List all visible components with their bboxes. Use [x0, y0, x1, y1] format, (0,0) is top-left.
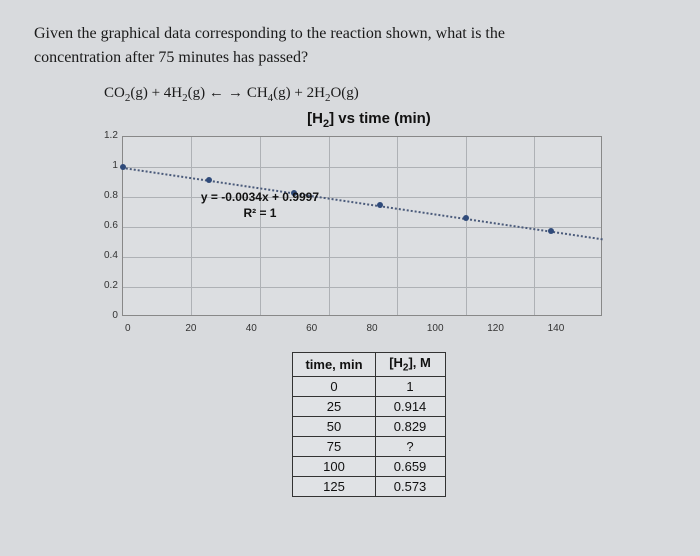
gridline-v: [260, 137, 261, 315]
table-row: 500.829: [293, 416, 445, 436]
cell-time: 100: [293, 456, 375, 476]
header-time: time, min: [293, 353, 375, 377]
chart-title: [H2] vs time (min): [104, 110, 634, 130]
x-tick-label: 100: [427, 323, 487, 334]
data-point: [206, 177, 212, 183]
table-row: 1000.659: [293, 456, 445, 476]
y-tick-label: 1.2: [104, 131, 118, 141]
gridline-v: [191, 137, 192, 315]
x-tick-label: 80: [367, 323, 427, 334]
x-axis-labels: 020406080100120140: [128, 323, 608, 334]
chart-container: [H2] vs time (min) 1.2 1 0.8 0.6 0.4 0.2 0 y =…: [104, 110, 634, 497]
cell-time: 0: [293, 376, 375, 396]
gridline-v: [397, 137, 398, 315]
table-row: 01: [293, 376, 445, 396]
table-header-row: time, min [H2], M: [293, 353, 445, 377]
plot-wrapper: 1.210.80.60.40.20 y = -0.0034x + 0.9997R…: [104, 136, 634, 321]
y-tick-label: 1: [104, 161, 118, 171]
y-axis-labels: 1.2 1 0.8 0.6 0.4 0.2 0: [104, 131, 122, 321]
cell-time: 25: [293, 396, 375, 416]
gridline-v: [534, 137, 535, 315]
reaction-equation: CO2(g) + 4H2(g) ← → CH4(g) + 2H2O(g): [104, 84, 666, 104]
data-point: [377, 202, 383, 208]
cell-conc: 0.829: [375, 416, 445, 436]
table-row: 1250.573: [293, 476, 445, 496]
plot-area: y = -0.0034x + 0.9997R² = 1: [122, 136, 602, 316]
x-tick-label: 140: [548, 323, 608, 334]
data-point: [463, 215, 469, 221]
y-tick-label: 0: [104, 311, 118, 321]
trendline-equation: y = -0.0034x + 0.9997R² = 1: [201, 189, 319, 221]
cell-time: 50: [293, 416, 375, 436]
cell-conc: 0.914: [375, 396, 445, 416]
gridline-v: [466, 137, 467, 315]
cell-time: 75: [293, 436, 375, 456]
gridline-h: [123, 197, 601, 198]
y-tick-label: 0.8: [104, 191, 118, 201]
cell-conc: 1: [375, 376, 445, 396]
gridline-h: [123, 287, 601, 288]
cell-conc: 0.573: [375, 476, 445, 496]
x-tick-label: 60: [306, 323, 366, 334]
question-text: Given the graphical data corresponding t…: [34, 22, 666, 70]
x-tick-label: 120: [487, 323, 547, 334]
table-row: 250.914: [293, 396, 445, 416]
header-conc: [H2], M: [375, 353, 445, 377]
gridline-v: [329, 137, 330, 315]
cell-conc: ?: [375, 436, 445, 456]
data-point: [120, 164, 126, 170]
page: Given the graphical data corresponding t…: [0, 0, 700, 507]
x-tick-label: 40: [246, 323, 306, 334]
question-line2: concentration after 75 minutes has passe…: [34, 49, 308, 66]
x-tick-label: 0: [125, 323, 185, 334]
table-row: 75?: [293, 436, 445, 456]
x-tick-label: 20: [185, 323, 245, 334]
cell-time: 125: [293, 476, 375, 496]
gridline-h: [123, 167, 601, 168]
y-tick-label: 0.4: [104, 251, 118, 261]
question-line1: Given the graphical data corresponding t…: [34, 25, 505, 42]
data-point: [548, 228, 554, 234]
gridline-h: [123, 257, 601, 258]
y-tick-label: 0.2: [104, 281, 118, 291]
trendline: [123, 167, 603, 240]
cell-conc: 0.659: [375, 456, 445, 476]
y-tick-label: 0.6: [104, 221, 118, 231]
data-table: time, min [H2], M 01250.914500.82975?100…: [292, 352, 445, 497]
